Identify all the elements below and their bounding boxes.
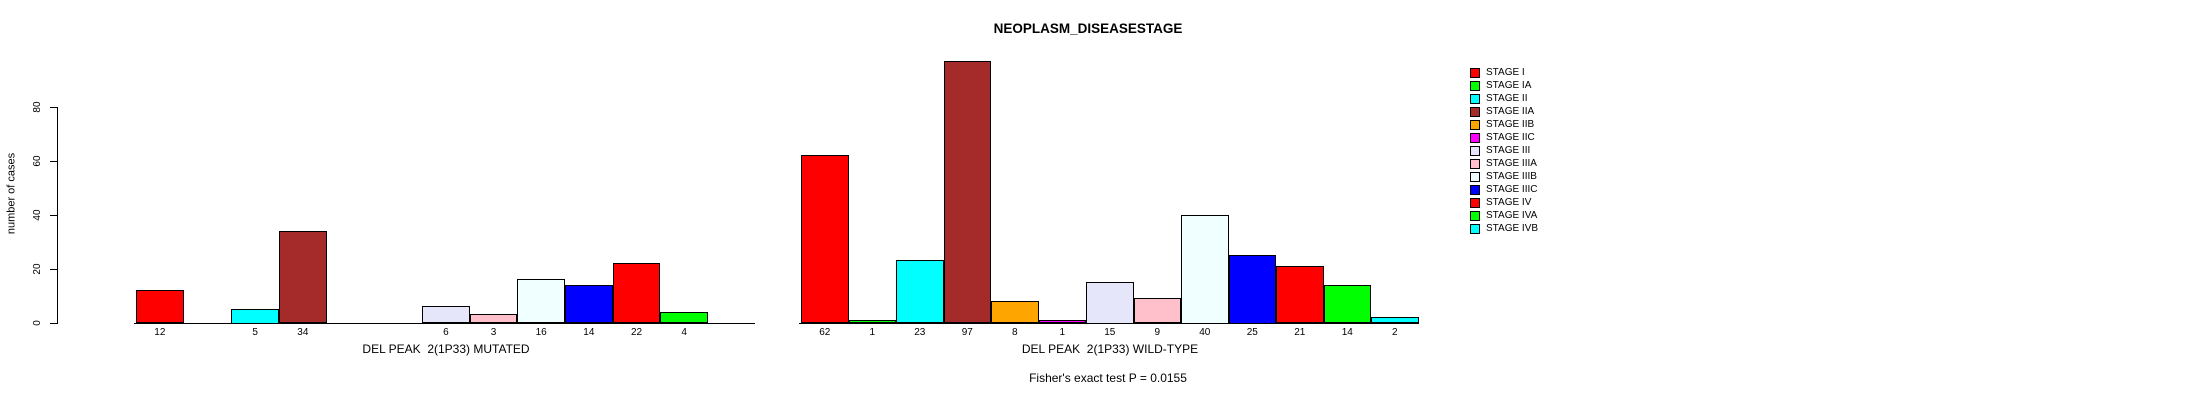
bar-value-label: 9 [1154,327,1161,338]
legend-swatch-stage-iiia [1470,158,1480,169]
bar-value-label: 14 [1341,327,1353,338]
bar-stage-iiib [517,279,566,324]
legend-swatch-stage-iib [1470,119,1480,130]
bar-stage-iva [660,311,709,324]
bar-stage-iiia [469,314,518,324]
y-axis-tick [50,160,57,162]
bar-value-label: 2 [1391,327,1398,338]
legend-label-stage-iv: STAGE IV [1486,197,1532,208]
bar-value-label: 22 [630,327,643,338]
bar-value-label: 15 [1104,327,1116,338]
bar-stage-iic [1038,319,1086,324]
legend-swatch-stage-iic [1470,132,1480,143]
bar-stage-iiic [565,284,613,324]
y-axis-line [57,106,58,324]
y-axis-tick-label: 40 [32,209,43,221]
legend-swatch-stage-iia [1470,106,1480,117]
x-axis-label-wild-type: DEL PEAK 2(1P33) WILD-TYPE [1021,342,1199,356]
bar-stage-iiia [1133,298,1181,324]
legend-swatch-stage-iva [1470,211,1480,222]
bar-stage-ia [848,319,896,324]
bar-stage-ii [896,260,944,324]
bar-value-label: 62 [819,327,831,338]
y-axis-label: number of cases [5,152,18,235]
legend-label-stage-iiib: STAGE IIIB [1486,170,1537,182]
bar-value-label: 5 [252,327,258,338]
legend-label-stage-ii: STAGE II [1486,92,1528,104]
y-axis-tick-label: 60 [32,155,43,167]
y-axis-tick [50,268,57,270]
bar-stage-iiib [1181,214,1229,324]
bar-value-label: 34 [297,327,309,338]
bar-stage-i [136,290,184,324]
bar-stage-iia [279,230,327,324]
fisher-test-text: Fisher's exact test P = 0.0155 [1029,371,1187,385]
legend-label-stage-iii: STAGE III [1486,144,1531,156]
bar-value-label: 1 [869,327,876,338]
x-axis-label-mutated: DEL PEAK 2(1P33) MUTATED [362,342,530,356]
bar-stage-iia [943,60,991,324]
bar-stage-iii [1086,282,1134,324]
legend-swatch-stage-iiib [1470,171,1480,182]
legend-swatch-stage-iii [1470,145,1480,156]
bar-stage-i [801,155,849,324]
bar-value-label: 14 [583,327,595,338]
bar-value-label: 21 [1294,327,1306,338]
bar-stage-iv [612,263,661,324]
bar-stage-iv [1276,265,1324,324]
legend-swatch-stage-ii [1470,93,1480,104]
bar-stage-iva [1323,284,1371,324]
legend-swatch-stage-ia [1470,80,1480,91]
bar-value-label: 16 [535,327,547,338]
bar-stage-iii [422,306,470,324]
bar-value-label: 23 [914,327,926,338]
bar-stage-iib [991,300,1039,324]
y-axis-tick-label: 80 [32,101,43,113]
legend-label-stage-iiia: STAGE IIIA [1486,157,1537,169]
y-axis-tick [50,322,57,324]
bar-value-label: 8 [1011,327,1018,338]
bar-value-label: 6 [443,327,449,338]
legend-label-stage-iib: STAGE IIB [1486,118,1535,130]
legend-label-stage-iiic: STAGE IIIC [1486,183,1538,195]
y-axis-tick [50,214,57,216]
legend-swatch-stage-i [1470,67,1480,78]
legend-swatch-stage-ivb [1470,224,1480,235]
bar-value-label: 40 [1199,327,1211,338]
legend-label-stage-iia: STAGE IIA [1486,105,1535,117]
y-axis-tick-label: 20 [32,263,43,275]
legend-swatch-stage-iiic [1470,184,1480,195]
bar-stage-iiic [1228,255,1276,324]
bar-value-label: 12 [154,327,166,338]
bar-value-label: 97 [961,327,973,338]
bar-value-label: 3 [490,327,497,338]
chart-title: NEOPLASM_DISEASESTAGE [993,21,1183,36]
legend-label-stage-ivb: STAGE IVB [1486,223,1539,235]
legend-label-stage-iic: STAGE IIC [1486,131,1535,143]
bar-value-label: 4 [681,327,687,338]
legend-label-stage-iva: STAGE IVA [1486,210,1538,222]
legend-label-stage-ia: STAGE IA [1486,79,1532,91]
bar-value-label: 1 [1059,327,1066,338]
bar-stage-ii [231,309,279,324]
legend-swatch-stage-iv [1470,198,1480,208]
legend-label-stage-i: STAGE I [1486,66,1525,78]
bar-stage-ivb [1371,317,1419,324]
bar-value-label: 25 [1246,327,1258,338]
y-axis-tick-label: 0 [32,320,43,326]
y-axis-tick [50,106,57,108]
